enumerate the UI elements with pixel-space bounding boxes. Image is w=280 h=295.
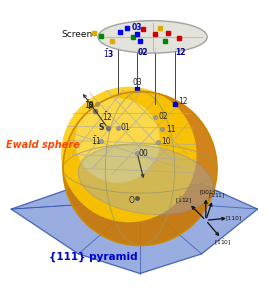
Ellipse shape: [98, 21, 207, 53]
Text: [1$\bar{1}$0]: [1$\bar{1}$0]: [214, 238, 232, 248]
Text: Ewald sphere: Ewald sphere: [6, 140, 79, 150]
Text: S: S: [98, 123, 104, 132]
Text: [$\bar{1}$12]: [$\bar{1}$12]: [175, 196, 192, 205]
Text: $\mathsf{\bar{1}2}$: $\mathsf{\bar{1}2}$: [102, 110, 113, 123]
Ellipse shape: [78, 145, 213, 214]
Text: [$\bar{1}\bar{1}$1]: [$\bar{1}\bar{1}$1]: [208, 191, 226, 200]
Circle shape: [75, 98, 160, 183]
Circle shape: [63, 91, 217, 245]
Text: 11: 11: [166, 125, 176, 134]
Text: [110]: [110]: [225, 215, 241, 220]
Text: $\mathsf{\bar{1}1}$: $\mathsf{\bar{1}1}$: [91, 135, 102, 148]
Text: $\mathsf{\bar{1}3}$: $\mathsf{\bar{1}3}$: [84, 98, 95, 111]
Circle shape: [61, 87, 197, 222]
Text: {111} pyramid: {111} pyramid: [49, 252, 138, 262]
Text: 02: 02: [137, 48, 148, 57]
Text: 10: 10: [161, 137, 171, 146]
Text: Screen: Screen: [61, 30, 93, 40]
Text: 03: 03: [132, 23, 143, 32]
Text: 03: 03: [132, 78, 142, 87]
Text: [001]: [001]: [199, 190, 215, 195]
Text: P: P: [87, 102, 93, 112]
Text: $\bar{1}$3: $\bar{1}$3: [103, 47, 115, 60]
Text: 01: 01: [121, 123, 130, 132]
Text: 00: 00: [139, 149, 148, 158]
Text: 02: 02: [158, 112, 168, 121]
Text: 12: 12: [178, 97, 188, 106]
Polygon shape: [11, 184, 258, 273]
Text: O: O: [129, 196, 134, 205]
Text: 12: 12: [175, 48, 186, 57]
